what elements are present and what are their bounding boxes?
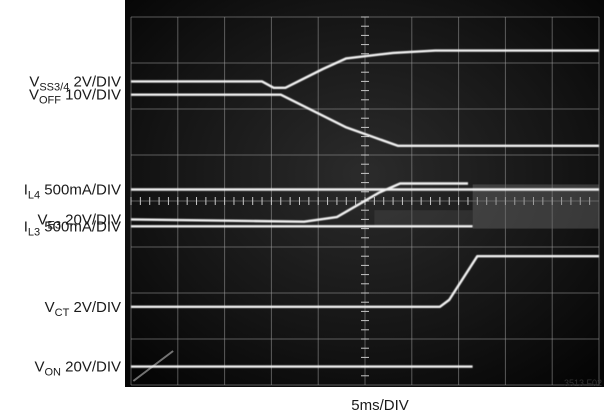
- channel-label: VCT 2V/DIV: [45, 299, 121, 319]
- trace-vss3-4: [131, 49, 599, 89]
- trace-shading: [132, 184, 599, 382]
- current-band: [472, 184, 599, 229]
- graticule: [130, 16, 600, 386]
- time-base-label: 5ms/DIV: [351, 397, 409, 414]
- channel-label: VSS3/4 2V/DIV: [29, 73, 121, 93]
- trace-voff: [131, 93, 599, 147]
- channel-label: IL3 500mA/DIV: [24, 218, 121, 238]
- trace-vct: [131, 255, 599, 308]
- channel-label: VE3 20V/DIV: [37, 211, 121, 231]
- channel-label: IL4 500mA/DIV: [24, 182, 121, 202]
- trace-ve3: [130, 182, 468, 223]
- figure-id: 3513 F02: [563, 378, 602, 388]
- channel-label: VON 20V/DIV: [34, 359, 121, 379]
- traces: [130, 49, 599, 368]
- channel-label: VOFF 10V/DIV: [29, 87, 121, 107]
- current-band: [374, 210, 473, 227]
